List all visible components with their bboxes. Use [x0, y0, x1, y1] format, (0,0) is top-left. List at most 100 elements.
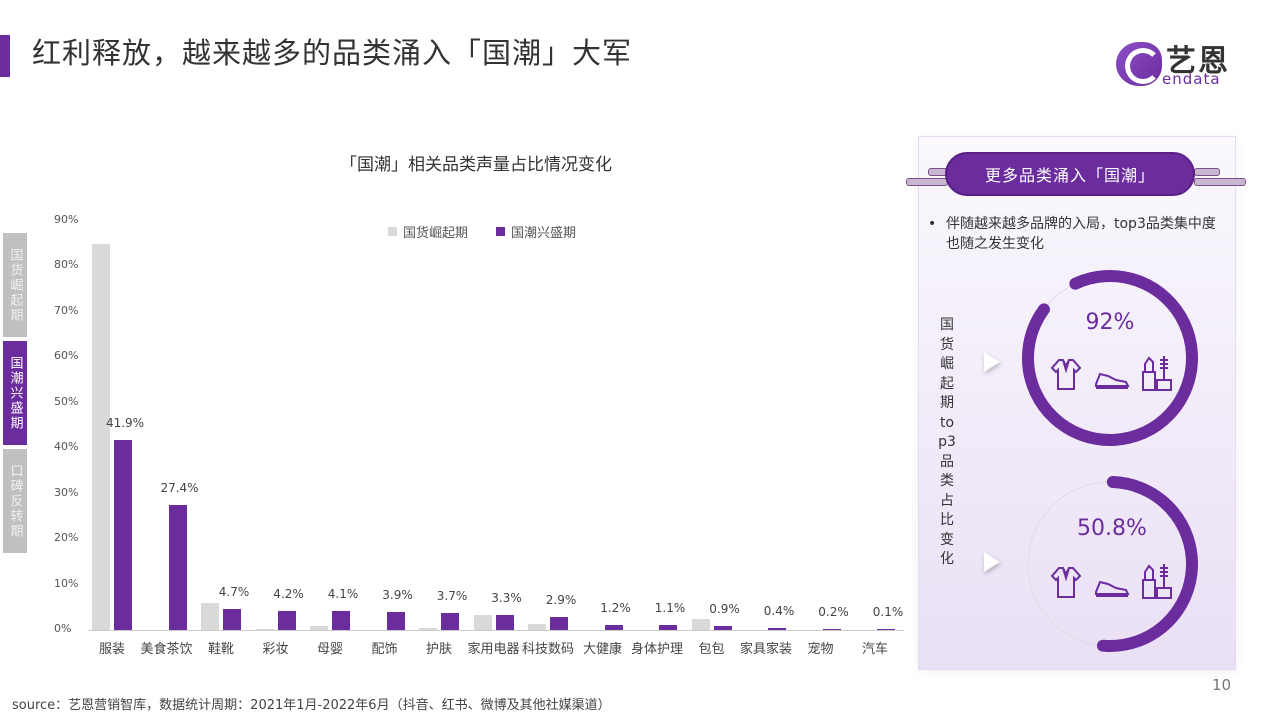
bar-rise-period	[201, 602, 219, 630]
logo-chinese: 艺恩	[1166, 44, 1230, 79]
bar-value-label: 0.2%	[818, 604, 849, 619]
x-category-label: 鞋靴	[207, 642, 234, 657]
bar-value-label: 0.1%	[872, 604, 904, 619]
x-category-label: 大健康	[582, 642, 622, 657]
panel-banner: 更多品类涌入「国潮」	[945, 152, 1195, 196]
legend-swatch-purple	[496, 227, 506, 236]
bullet-dot: •	[928, 216, 937, 232]
sneaker-icon	[1095, 372, 1130, 389]
x-category-label: 包包	[698, 642, 725, 657]
legend-item-boom: 国潮兴盛期	[496, 222, 576, 241]
source-note: source：艺恩营销智库，数据统计周期：2021年1月-2022年6月（抖音、…	[12, 698, 611, 713]
bar-boom-period	[713, 625, 732, 630]
donut-value-1: 92%	[1085, 310, 1135, 335]
x-category-label: 母婴	[316, 642, 343, 657]
logo-english: endata	[1162, 70, 1221, 88]
y-tick-label: 40%	[54, 440, 79, 454]
bar-value-label: 1.2%	[600, 600, 631, 615]
vertical-label: 国货崛起期top3品类占比变化	[938, 317, 956, 567]
bar-value-label: 3.7%	[436, 589, 468, 604]
shirt-icon	[1050, 567, 1082, 598]
bar-boom-period	[659, 625, 677, 630]
bar-value-label: 0.4%	[763, 604, 795, 619]
bar-rise-period	[473, 615, 492, 630]
cloud-decoration-left	[906, 178, 948, 186]
category-icons-row	[1048, 562, 1174, 600]
chart-title: 「国潮」相关品类声量占比情况变化	[340, 155, 612, 175]
tab-rise-period[interactable]: 国货崛起期	[3, 233, 27, 337]
bar-value-label: 2.9%	[545, 592, 577, 607]
legend-swatch-gray	[388, 227, 397, 236]
donut-92	[1022, 270, 1198, 446]
bar-value-label: 1.1%	[654, 601, 686, 615]
bar-boom-period	[168, 505, 187, 630]
bar-rise-period	[92, 243, 110, 630]
tab-reversal-period[interactable]: 口碑反转期	[3, 449, 27, 553]
donut-value-2: 50.8%	[1077, 516, 1147, 541]
bar-rise-period	[310, 626, 328, 630]
legend-label: 国货崛起期	[403, 226, 469, 241]
bar-rise-period	[419, 627, 437, 630]
bar-boom-period	[604, 624, 623, 630]
category-icons-row	[1048, 354, 1174, 392]
y-tick-label: 20%	[54, 531, 79, 545]
tab-boom-period[interactable]: 国潮兴盛期	[3, 341, 27, 445]
y-tick-label: 70%	[54, 303, 79, 317]
y-tick-label: 90%	[54, 213, 79, 226]
cloud-decoration-right	[1194, 178, 1246, 186]
panel-bullet: • 伴随越来越多品牌的入局，top3品类集中度也随之发生变化	[928, 214, 1228, 254]
x-category-label: 家用电器	[467, 642, 520, 657]
logo-e-icon	[1116, 42, 1162, 86]
bar-rise-period	[528, 624, 546, 630]
bar-value-label: 4.1%	[327, 587, 359, 602]
bar-boom-period	[277, 610, 296, 630]
bar-boom-period	[550, 616, 568, 630]
period-tabs: 国货崛起期 国潮兴盛期 口碑反转期	[3, 233, 27, 553]
y-tick-label: 80%	[54, 258, 79, 272]
bar-boom-period	[768, 628, 786, 630]
bullet-text: 伴随越来越多品牌的入局，top3品类集中度也随之发生变化	[946, 216, 1216, 252]
cosmetics-icon	[1142, 564, 1172, 599]
x-category-label: 护肤	[425, 642, 452, 657]
title-accent-bar	[0, 35, 10, 77]
bar-value-label: 0.9%	[709, 601, 740, 616]
donut-50-8	[1022, 476, 1198, 652]
bar-boom-period	[822, 628, 841, 630]
shirt-icon	[1050, 359, 1082, 390]
x-category-label: 身体护理	[630, 642, 683, 657]
cloud-decoration-right	[1194, 168, 1220, 176]
bar-boom-period	[223, 608, 241, 630]
chart-legend: 国货崛起期 国潮兴盛期	[388, 222, 576, 241]
y-tick-label: 0%	[54, 622, 72, 635]
bar-value-label: 3.3%	[491, 591, 522, 605]
x-category-label: 配饰	[371, 642, 398, 657]
legend-label: 国潮兴盛期	[511, 226, 577, 241]
page-number: 10	[1212, 676, 1232, 694]
bar-rise-period	[255, 628, 274, 630]
bar-value-label: 3.9%	[382, 588, 413, 603]
bar-boom-period	[332, 611, 350, 630]
y-tick-label: 50%	[54, 394, 79, 408]
cosmetics-icon	[1142, 356, 1172, 391]
bar-boom-period	[114, 439, 132, 630]
y-tick-label: 10%	[54, 576, 79, 590]
bar-boom-period	[495, 615, 514, 630]
x-category-label: 科技数码	[521, 642, 574, 657]
bar-boom-period	[877, 628, 895, 630]
x-axis-line	[88, 630, 904, 631]
bar-value-label: 41.9%	[105, 415, 145, 430]
page-title: 红利释放，越来越多的品类涌入「国潮」大军	[32, 36, 633, 70]
play-arrow-icon	[984, 552, 1000, 572]
bar-value-label: 27.4%	[160, 481, 199, 496]
bar-boom-period	[386, 612, 405, 630]
sneaker-icon	[1095, 580, 1130, 597]
x-category-label: 服装	[98, 642, 125, 657]
x-category-label: 家具家装	[739, 642, 792, 657]
play-arrow-icon	[984, 352, 1000, 372]
bar-boom-period	[441, 613, 459, 630]
x-category-label: 汽车	[861, 642, 888, 657]
x-category-label: 美食茶饮	[140, 642, 193, 657]
legend-item-rise: 国货崛起期	[388, 222, 468, 241]
bar-rise-period	[691, 618, 710, 630]
bar-value-label: 4.7%	[218, 584, 250, 599]
